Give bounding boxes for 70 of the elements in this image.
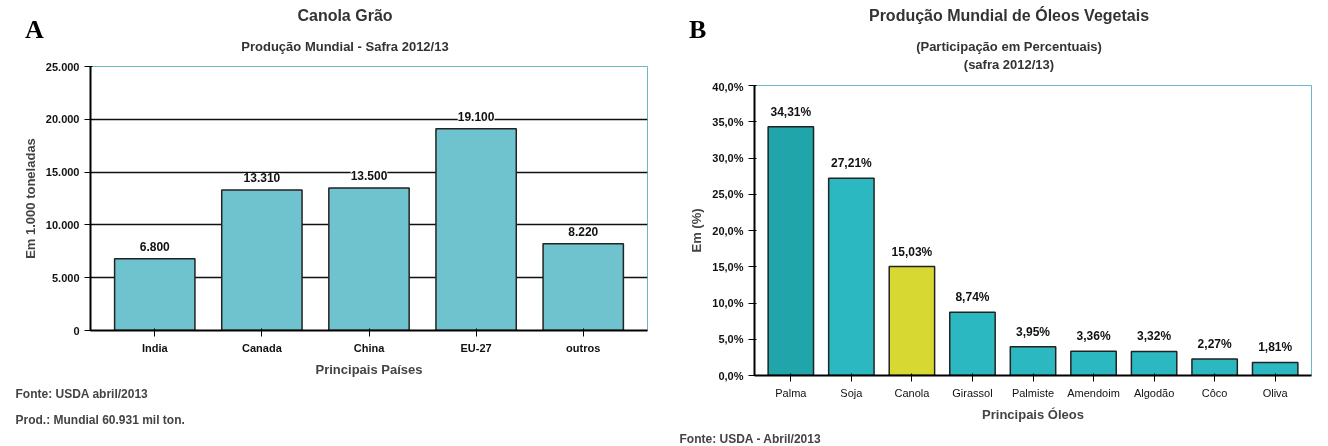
x-tick-label: Oliva [1262,386,1289,399]
source-note: Fonte: USDA - Abril/2013 [679,431,821,446]
bar [1070,350,1117,376]
x-axis-title: Principais Óleos [982,406,1084,422]
y-axis-title: Em (%) [689,208,705,253]
y-axis-title: Em 1.000 toneladas [22,138,38,260]
y-tick-label: 25,0% [712,188,744,201]
text: B [689,14,707,46]
data-label: 3,32% [1137,329,1172,344]
y-tick-label: 30,0% [712,151,744,164]
chart-subtitle: (Participação em Percentuais) (safra 2012/13) [916,37,1102,75]
chart-subtitle: Produção Mundial - Safra 2012/13 [241,37,449,56]
data-label: 15,03% [891,244,933,259]
x-tick-label: Soja [840,386,864,399]
chart-title: Produção Mundial de Óleos Vegetais [868,5,1150,26]
x-tick-label: Palmiste [1011,386,1055,399]
source-note: Fonte: USDA abril/2013 [15,386,149,401]
bar [113,258,196,331]
y-tick-label: 40,0% [712,80,744,93]
y-tick-label: 25.000 [45,60,80,73]
y-tick-label: 10,0% [712,296,744,309]
bar [435,128,518,331]
data-label: 3,95% [1015,324,1051,339]
chart-title: Canola Grão [297,6,393,26]
bar [827,177,875,376]
data-label: 19.100 [457,110,495,125]
bar [949,311,996,376]
data-label: 1,81% [1258,340,1293,355]
x-axis-title: Principais Países [315,361,423,377]
bar [767,125,815,376]
x-tick-label: Algodão [1133,386,1175,399]
x-tick-label: Côco [1201,386,1228,399]
y-tick-label: 20.000 [45,113,80,126]
y-tick-label: 0,0% [718,369,744,382]
y-tick-label: 15,0% [712,260,744,273]
x-tick-label: Amendoim [1067,386,1120,399]
text: Prod.: Mundial 60.931 mil ton. [15,412,185,427]
x-tick-label: EU-27 [460,341,492,354]
bar [1009,346,1057,376]
data-label: 2,27% [1197,337,1232,352]
x-tick-label: Canola [894,386,931,399]
bar [1130,350,1178,376]
bar [542,243,625,331]
y-tick-label: 20,0% [712,224,744,237]
bar [328,187,410,331]
y-tick-label: 5,0% [718,333,744,346]
bar [1191,358,1239,376]
y-tick-label: 5.000 [51,272,80,285]
x-tick-label: China [353,341,386,354]
bar [1251,361,1299,376]
data-label: 27,21% [831,156,873,171]
data-label: 6.800 [139,240,171,255]
y-tick-label: 0 [73,324,80,337]
bar [220,189,303,331]
y-tick-label: 10.000 [45,219,80,232]
data-label: 13.500 [350,169,388,184]
data-label: 8,74% [955,290,990,305]
bar [888,265,936,376]
x-tick-label: Canada [242,341,283,354]
y-tick-label: 35,0% [712,115,744,128]
data-label: 13.310 [243,171,281,186]
data-label: 34,31% [770,104,812,119]
x-tick-label: India [141,341,169,354]
data-label: 3,36% [1076,329,1111,344]
x-tick-label: Palma [775,386,808,399]
text: A [25,14,44,46]
x-tick-label: Girassol [952,386,993,399]
y-tick-label: 15.000 [45,166,80,179]
data-label: 8.220 [568,225,599,240]
x-tick-label: outros [566,341,601,354]
